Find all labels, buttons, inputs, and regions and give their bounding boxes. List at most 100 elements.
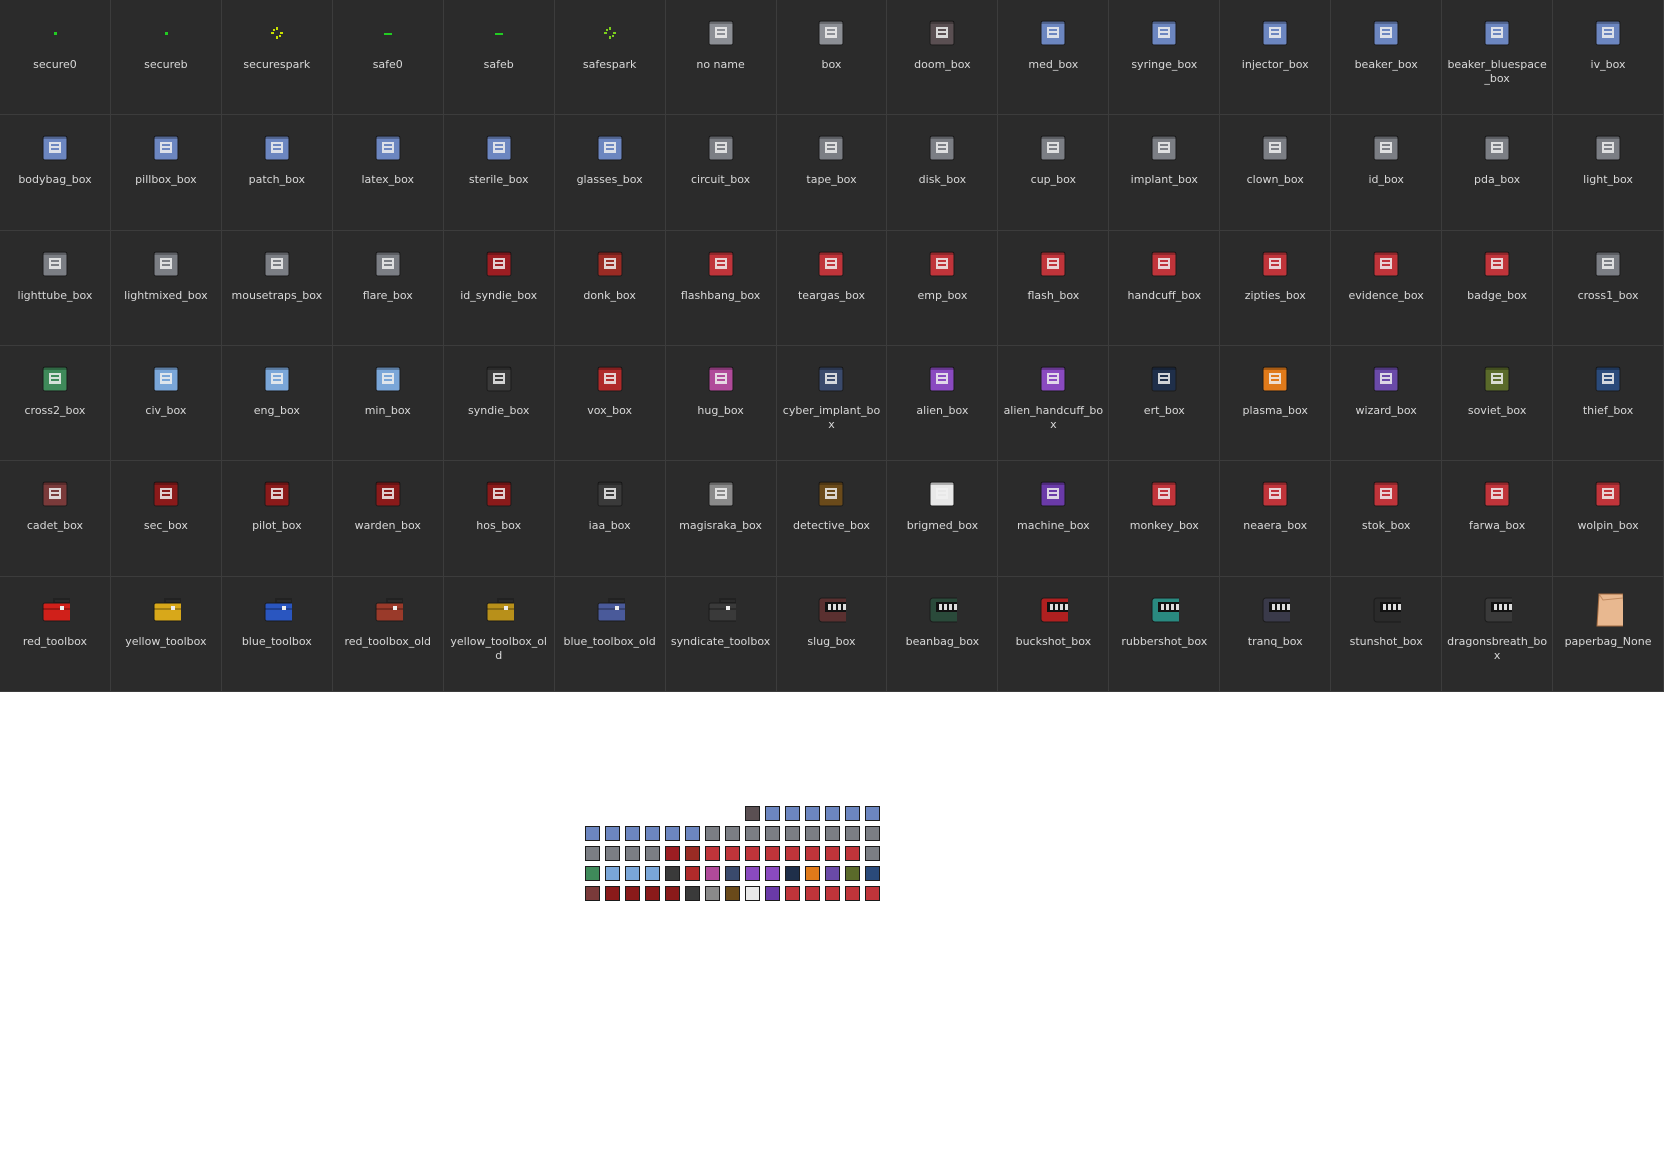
sprite-cell: sterile_box — [443, 115, 555, 231]
atlas-sprite — [685, 846, 700, 861]
sprite-label: beaker_bluespace_box — [1447, 58, 1547, 85]
sprite-label: disk_box — [918, 173, 967, 187]
no-name-icon — [706, 18, 736, 48]
sprite-label: brigmed_box — [906, 519, 979, 533]
sprite-cell: safespark — [554, 0, 666, 116]
atlas-sprite — [805, 806, 820, 821]
sprite-cell: flashbang_box — [665, 230, 777, 346]
sprite-cell: syringe_box — [1109, 0, 1221, 116]
sprite-cell: warden_box — [332, 461, 444, 577]
sprite-cell: syndie_box — [443, 346, 555, 462]
sprite-label: pillbox_box — [135, 173, 197, 187]
rubbershot-box-icon — [1149, 595, 1180, 625]
sprite-label: badge_box — [1467, 288, 1528, 302]
sprite-cell: cadet_box — [0, 461, 111, 577]
sprite-label: pilot_box — [252, 519, 302, 533]
sprite-label: blue_toolbox — [241, 634, 312, 648]
wizard-box-icon — [1371, 364, 1401, 394]
paperbag-none-icon — [1593, 593, 1624, 627]
sprite-cell: pda_box — [1442, 115, 1554, 231]
sprite-cell: stok_box — [1331, 461, 1443, 577]
sprite-cell: paperbag_None — [1553, 576, 1664, 692]
atlas-sprite — [685, 826, 700, 841]
sprite-cell: wizard_box — [1331, 346, 1443, 462]
sprite-cell: cross1_box — [1553, 230, 1664, 346]
atlas-sprite — [745, 866, 760, 881]
sprite-label: red_toolbox_old — [344, 634, 432, 648]
monkey-box-icon — [1149, 479, 1179, 509]
med-box-icon — [1038, 18, 1068, 48]
atlas-sprite — [765, 866, 780, 881]
sprite-label: cyber_implant_box — [782, 404, 881, 431]
sprite-label: sterile_box — [468, 173, 529, 187]
sprite-cell: secure0 — [0, 0, 111, 116]
sprite-cell: no name — [665, 0, 777, 116]
sprite-label: dragonsbreath_box — [1447, 634, 1548, 662]
hos-box-icon — [484, 479, 514, 509]
sprite-label: implant_box — [1130, 173, 1198, 187]
atlas-sprite — [865, 826, 880, 841]
sprite-label: eng_box — [253, 404, 300, 417]
atlas-sprite — [705, 866, 720, 881]
sterile-box-icon — [484, 133, 514, 163]
eng-box-icon — [262, 364, 292, 394]
atlas-sprite — [685, 886, 700, 901]
sprite-cell: id_box — [1331, 115, 1443, 231]
atlas-sprite — [765, 806, 780, 821]
sprite-label: slug_box — [807, 634, 856, 648]
mousetraps-box-icon — [262, 249, 292, 279]
sprite-cell: beaker_bluespace_box — [1442, 0, 1554, 116]
sprite-cell: plasma_box — [1220, 346, 1332, 462]
sprite-label: soviet_box — [1467, 404, 1527, 417]
sprite-label: donk_box — [583, 288, 636, 302]
disk-box-icon — [927, 133, 957, 163]
sprite-label: iv_box — [1590, 58, 1626, 71]
safe0-icon — [373, 18, 403, 48]
sprite-label: civ_box — [145, 404, 187, 417]
atlas-sprite — [865, 846, 880, 861]
pillbox-box-icon — [151, 133, 181, 163]
atlas-sprite — [685, 866, 700, 881]
syndicate-toolbox-icon — [706, 595, 736, 625]
sprite-label: box — [821, 58, 842, 71]
sprite-label: iaa_box — [588, 519, 631, 533]
sprite-label: zipties_box — [1244, 288, 1306, 302]
sprite-label: vox_box — [587, 404, 633, 417]
safespark-icon — [595, 18, 625, 48]
cadet-box-icon — [40, 479, 70, 509]
sprite-cell: light_box — [1553, 115, 1664, 231]
sprite-cell: buckshot_box — [998, 576, 1110, 692]
sprite-label: secureb — [144, 58, 188, 71]
sprite-label: detective_box — [793, 519, 870, 533]
atlas-sprite — [865, 806, 880, 821]
sprite-label: id_syndie_box — [460, 288, 538, 302]
farwa-box-icon — [1482, 479, 1512, 509]
atlas-sprite — [845, 806, 860, 821]
sec-box-icon — [151, 479, 181, 509]
sprite-cell: yellow_toolbox — [110, 576, 222, 692]
sprite-cell: soviet_box — [1442, 346, 1554, 462]
sprite-cell: clown_box — [1220, 115, 1332, 231]
sprite-label: beaker_box — [1354, 58, 1418, 71]
sprite-cell: hos_box — [443, 461, 555, 577]
sprite-label: wizard_box — [1355, 404, 1417, 417]
syringe-box-icon — [1149, 18, 1179, 48]
thief-box-icon — [1593, 364, 1623, 394]
sprite-cell: donk_box — [554, 230, 666, 346]
soviet-box-icon — [1482, 364, 1512, 394]
atlas-sprite — [865, 866, 880, 881]
glasses-box-icon — [595, 133, 625, 163]
sprite-label: cup_box — [1030, 173, 1077, 187]
sprite-cell: beanbag_box — [887, 576, 999, 692]
sprite-label: syndie_box — [467, 404, 530, 417]
sprite-label: evidence_box — [1348, 288, 1424, 302]
badge-box-icon — [1482, 249, 1512, 279]
sprite-cell: securespark — [221, 0, 333, 116]
atlas-sprite — [605, 866, 620, 881]
sprite-cell: pilot_box — [221, 461, 333, 577]
atlas-sprite — [705, 886, 720, 901]
sprite-label: min_box — [364, 404, 411, 417]
sprite-label: lightmixed_box — [124, 288, 208, 302]
atlas-sprite — [825, 866, 840, 881]
plasma-box-icon — [1260, 364, 1290, 394]
